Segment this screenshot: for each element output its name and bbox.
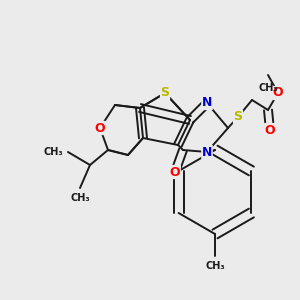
Text: N: N	[202, 97, 212, 110]
Text: N: N	[202, 146, 212, 158]
Text: O: O	[265, 124, 275, 136]
Text: CH₃: CH₃	[44, 147, 63, 157]
Text: S: S	[233, 110, 242, 124]
Text: CH₃: CH₃	[258, 83, 278, 93]
Text: CH₃: CH₃	[205, 261, 225, 271]
Text: O: O	[273, 86, 283, 100]
Text: CH₃: CH₃	[70, 193, 90, 203]
Text: O: O	[95, 122, 105, 134]
Text: S: S	[160, 86, 169, 100]
Text: O: O	[170, 166, 180, 178]
